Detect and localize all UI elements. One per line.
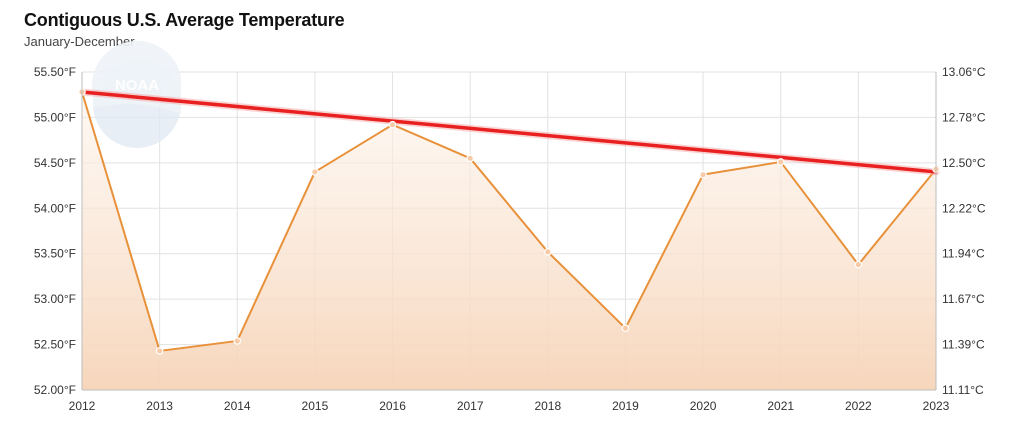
x-tick-label: 2016: [379, 399, 406, 413]
area-fill: [82, 91, 936, 390]
x-axis-ticks: 2012 2013 2014 2015 2016 2017 2018 2019 2020 2021…: [69, 399, 950, 413]
left-tick-label: 52.00°F: [34, 383, 76, 397]
x-tick-label: 2013: [146, 399, 173, 413]
right-tick-label: 12.78°C: [942, 110, 986, 124]
series-area: [82, 91, 936, 390]
left-y-axis-ticks: 52.00°F 52.50°F 53.00°F 53.50°F 54.00°F 54.50…: [34, 65, 76, 397]
data-point: [544, 248, 552, 256]
left-tick-label: 54.00°F: [34, 201, 76, 215]
x-tick-label: 2021: [767, 399, 794, 413]
x-tick-label: 2020: [690, 399, 717, 413]
data-point: [155, 347, 164, 355]
x-tick-label: 2023: [923, 399, 950, 413]
left-tick-label: 55.50°F: [34, 65, 76, 79]
data-point: [699, 170, 707, 179]
noaa-logo-text: NOAA: [115, 77, 159, 94]
data-point: [388, 120, 397, 129]
right-tick-label: 11.11°C: [942, 383, 984, 397]
chart-title: Contiguous U.S. Average Temperature: [24, 10, 345, 30]
x-tick-label: 2014: [224, 399, 251, 413]
right-y-axis-ticks: 11.11°C 11.39°C 11.67°C 11.94°C 12.22°C 12.50…: [942, 65, 986, 397]
right-tick-label: 11.67°C: [942, 292, 985, 306]
left-tick-label: 55.00°F: [34, 110, 76, 124]
x-tick-label: 2019: [612, 399, 639, 413]
chart-subtitle: January-December: [24, 34, 135, 49]
data-points: [78, 88, 940, 355]
right-tick-label: 13.06°C: [942, 65, 986, 79]
series-polyline: [81, 91, 937, 352]
left-tick-label: 52.50°F: [34, 338, 76, 352]
x-tick-label: 2012: [69, 399, 96, 413]
right-tick-label: 12.22°C: [942, 201, 986, 215]
trendline: [78, 88, 940, 176]
x-tick-label: 2015: [302, 399, 329, 413]
series-line: [81, 91, 937, 352]
data-point: [311, 168, 319, 176]
left-tick-label: 54.50°F: [34, 156, 76, 170]
right-tick-label: 11.94°C: [942, 247, 985, 261]
data-point: [466, 154, 474, 163]
x-tick-label: 2018: [534, 399, 561, 413]
right-tick-label: 11.39°C: [942, 338, 985, 352]
left-tick-label: 53.50°F: [34, 247, 76, 261]
x-tick-label: 2017: [457, 399, 484, 413]
trendline-line: [80, 90, 938, 174]
data-point: [854, 260, 863, 269]
data-point: [776, 158, 785, 166]
data-point: [233, 337, 242, 345]
data-point: [621, 324, 630, 333]
left-tick-label: 53.00°F: [34, 292, 76, 306]
axes: [81, 72, 937, 391]
x-tick-label: 2022: [845, 399, 872, 413]
right-tick-label: 12.50°C: [942, 156, 986, 170]
